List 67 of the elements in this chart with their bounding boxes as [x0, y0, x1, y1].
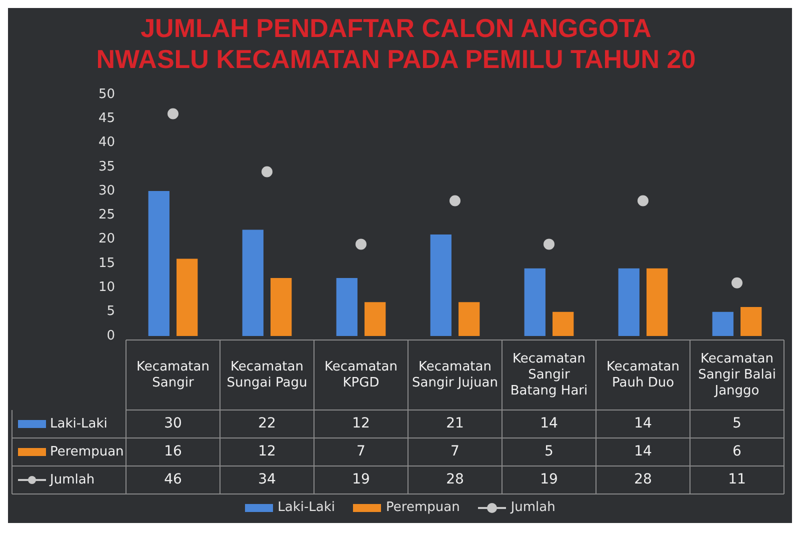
x-tick-label: Kecamatan Sangir — [136, 359, 210, 390]
x-tick-label: Kecamatan Sangir Jujuan — [412, 359, 498, 390]
bar — [336, 278, 358, 336]
data-label: 46 — [164, 472, 182, 488]
data-label: 5 — [732, 416, 742, 432]
data-label: 28 — [446, 472, 464, 488]
y-tick-label: 45 — [98, 110, 115, 126]
legend-label: Perempuan — [50, 444, 124, 460]
chart-title: JUMLAH PENDAFTAR CALON ANGGOTA NWASLU KECAMATAN PADA PEMILU TAHUN 20 — [96, 12, 696, 74]
bar — [364, 302, 386, 336]
data-label: 28 — [634, 472, 652, 488]
data-label: 19 — [540, 472, 558, 488]
y-tick-label: 35 — [98, 159, 115, 174]
bar — [176, 258, 198, 336]
data-label: 22 — [258, 416, 276, 432]
point — [450, 195, 460, 206]
x-tick-label: Kecamatan Sangir Batang Hari — [510, 351, 588, 398]
data-label: 12 — [258, 444, 276, 460]
y-tick-label: 40 — [98, 135, 115, 150]
data-label: 7 — [450, 444, 460, 460]
text: Jumlah — [510, 500, 556, 515]
point — [262, 166, 272, 178]
bar — [552, 312, 574, 336]
data-label: 30 — [164, 416, 182, 432]
data-label: 19 — [352, 472, 370, 488]
data-label: 14 — [634, 444, 652, 460]
text: Laki-Laki — [278, 500, 336, 515]
bar — [712, 312, 734, 336]
y-tick-label: 25 — [98, 208, 115, 223]
y-tick-label: 20 — [98, 232, 115, 247]
point — [638, 195, 648, 206]
x-tick-label: Kecamatan Sangir Balai Janggo — [698, 351, 776, 398]
x-tick-label: Kecamatan Pauh Duo — [606, 359, 680, 390]
bar — [646, 268, 668, 336]
bar — [524, 268, 546, 336]
y-tick-label: 10 — [98, 280, 115, 296]
data-label: 16 — [164, 444, 182, 460]
point — [732, 277, 742, 288]
point — [168, 108, 178, 120]
data-label: 14 — [634, 416, 652, 432]
data-label: 7 — [356, 444, 366, 460]
bar — [270, 278, 292, 336]
bar — [148, 191, 170, 336]
data-label: 11 — [728, 472, 746, 488]
bar — [618, 268, 640, 336]
bar — [430, 234, 452, 336]
point — [356, 238, 366, 250]
legend-label: Laki-Laki — [50, 416, 108, 432]
data-label: 6 — [732, 444, 742, 460]
data-label: 14 — [540, 416, 558, 432]
bar — [458, 302, 480, 336]
data-label: 34 — [258, 472, 276, 488]
data-label: 21 — [446, 416, 464, 432]
x-tick-label: Kecamatan KPGD — [324, 359, 398, 390]
text: Perempuan — [386, 500, 460, 515]
bar — [242, 230, 264, 336]
y-tick-label: 50 — [98, 86, 115, 102]
bar — [740, 307, 762, 336]
y-tick-label: 5 — [106, 304, 115, 320]
legend-label: Jumlah — [49, 472, 95, 488]
point — [544, 238, 554, 250]
y-tick-label: 0 — [106, 328, 115, 344]
y-tick-label: 30 — [98, 183, 115, 198]
x-tick-label: Kecamatan Sungai Pagu — [226, 359, 308, 390]
y-tick-label: 15 — [98, 256, 115, 271]
data-label: 5 — [544, 444, 554, 460]
data-label: 12 — [352, 416, 370, 432]
